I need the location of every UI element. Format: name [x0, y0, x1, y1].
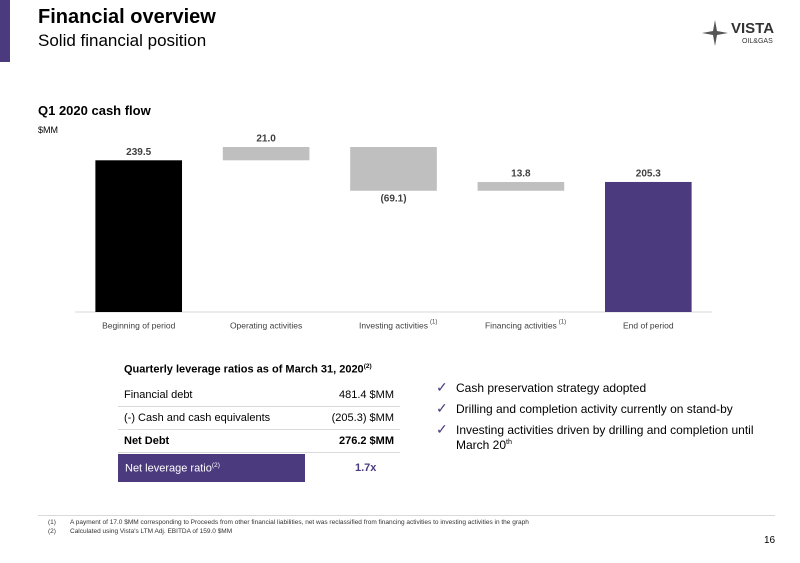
bullet-text: Drilling and completion activity current…	[456, 402, 733, 416]
logo-subtext: OIL&GAS	[742, 38, 773, 45]
chart: 239.5 Beginning of period 21.0 Operating ac…	[75, 134, 712, 330]
value-label: (69.1)	[380, 193, 406, 204]
bullet-text: Investing activities driven by drilling …	[456, 423, 766, 452]
bar	[477, 182, 565, 191]
value-label: 239.5	[126, 147, 151, 158]
cell: Net leverage ratio(2)	[125, 462, 220, 475]
page-number: 16	[764, 535, 776, 546]
chart-title: Q1 2020 cash flow	[38, 103, 151, 118]
footnote-text: A payment of 17.0 $MM corresponding to P…	[70, 519, 529, 526]
cell: Financial debt	[124, 389, 193, 401]
x-tick-label: Operating activities	[230, 320, 302, 330]
cell: 481.4 $MM	[338, 389, 394, 401]
logo-star	[702, 20, 728, 46]
x-tick-label: End of period	[623, 320, 674, 330]
table-row: (-) Cash and cash equivalents (205.3) $MM	[118, 407, 400, 430]
cell: (-) Cash and cash equivalents	[124, 412, 271, 424]
value-label: 13.8	[511, 169, 531, 180]
table-row: Financial debt 481.4 $MM	[118, 384, 400, 407]
table-title-text: Quarterly leverage ratios as of March 31…	[124, 363, 364, 376]
accent-bar	[0, 0, 10, 62]
bullet-text-main: Investing activities driven by drilling …	[456, 423, 754, 452]
footnote: (2) Calculated using Vista's LTM Adj. EBI…	[48, 528, 232, 535]
cell: 1.7x	[355, 462, 377, 474]
cell-text: Net leverage ratio	[125, 462, 212, 475]
bar	[95, 160, 183, 312]
value-label: 205.3	[636, 169, 661, 180]
value-label: 21.0	[256, 134, 276, 145]
x-tick-label: Financing activities	[485, 320, 557, 330]
bar	[604, 181, 692, 312]
cell: Net Debt	[124, 435, 170, 447]
title: Financial overview	[38, 6, 216, 28]
x-tick-label: Beginning of period	[102, 320, 176, 330]
note-mark: (1)	[430, 320, 437, 326]
note-mark: (1)	[559, 320, 566, 326]
unit-label: $MM	[38, 125, 58, 135]
divider	[38, 515, 775, 516]
bar	[350, 147, 437, 191]
note-mark: (2)	[363, 363, 372, 370]
cell: 276.2 $MM	[338, 435, 394, 447]
footnote: (1) A payment of 17.0 $MM corresponding t…	[48, 519, 529, 526]
superscript: th	[506, 437, 513, 446]
x-tick-label: Investing activities	[359, 320, 428, 330]
table-row: Net Debt 276.2 $MM	[118, 430, 400, 453]
table-title: Quarterly leverage ratios as of March 31…	[124, 363, 372, 376]
bullet-text: Cash preservation strategy adopted	[456, 381, 647, 395]
cell: (205.3) $MM	[331, 412, 394, 424]
subtitle: Solid financial position	[38, 31, 207, 50]
note-mark: (2)	[211, 462, 220, 469]
footnote-marker: (2)	[48, 528, 56, 535]
footnote-text: Calculated using Vista's LTM Adj. EBITDA…	[70, 528, 233, 535]
footnote-marker: (1)	[48, 519, 56, 526]
highlight-box	[118, 454, 305, 482]
bar	[222, 147, 310, 161]
logo-text: VISTA	[731, 20, 775, 37]
